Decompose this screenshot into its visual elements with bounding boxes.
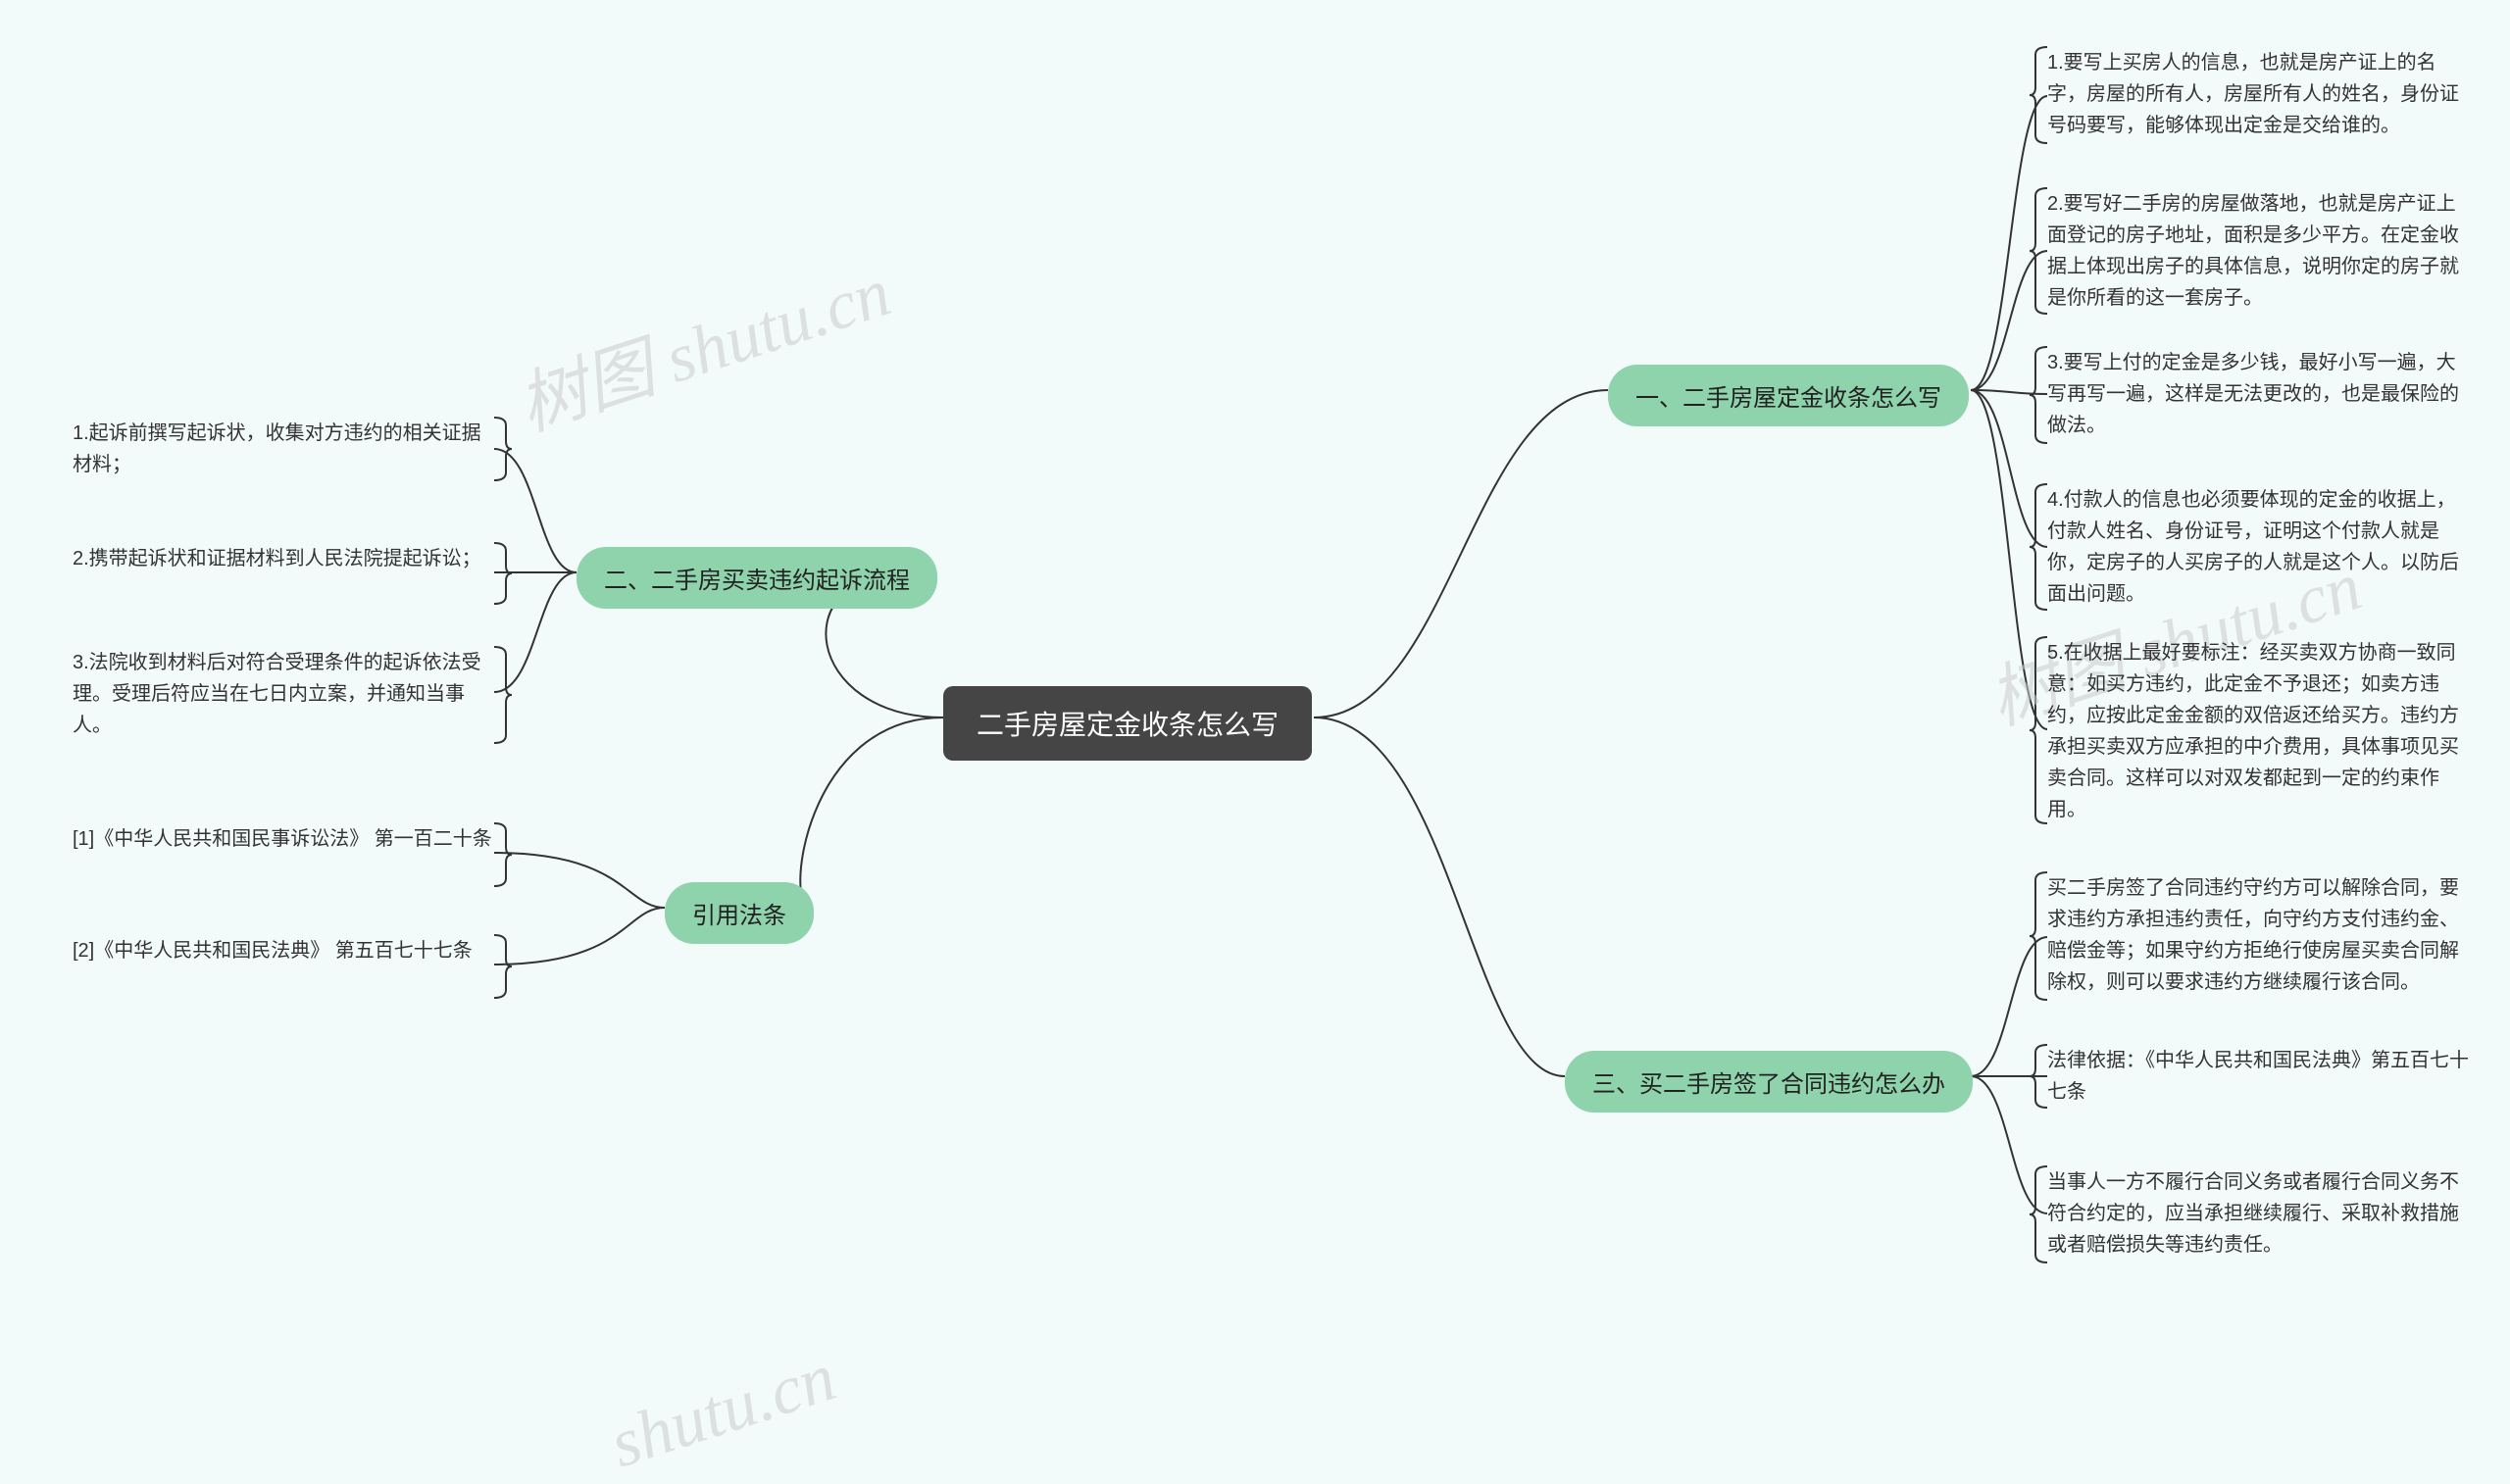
center-node: 二手房屋定金收条怎么写	[943, 686, 1312, 761]
leaf-node: 法律依据：《中华人民共和国民法典》第五百七十七条	[2047, 1045, 2469, 1108]
leaf-bracket	[2030, 872, 2047, 1000]
connector-path	[800, 717, 943, 908]
leaf-node: 4.付款人的信息也必须要体现的定金的收据上，付款人姓名、身份证号，证明这个付款人…	[2047, 484, 2469, 610]
leaf-bracket	[2030, 47, 2047, 143]
branch-node-b1: 一、二手房屋定金收条怎么写	[1608, 365, 1969, 426]
leaf-bracket	[494, 647, 512, 743]
leaf-bracket	[2030, 347, 2047, 443]
connector-path	[1971, 390, 2047, 547]
leaf-node: [1]《中华人民共和国民事诉讼法》 第一百二十条	[73, 823, 494, 855]
connector-path	[494, 449, 577, 572]
connector-path	[1314, 717, 1565, 1076]
connector-path	[1971, 1076, 2047, 1213]
leaf-bracket	[2030, 188, 2047, 314]
leaf-node: 买二手房签了合同违约守约方可以解除合同，要求违约方承担违约责任，向守约方支付违约…	[2047, 872, 2469, 998]
leaf-node: [2]《中华人民共和国民法典》 第五百七十七条	[73, 935, 494, 966]
connector-path	[1971, 96, 2047, 390]
connector-path	[1971, 390, 2047, 729]
connector-path	[494, 572, 577, 692]
leaf-node: 5.在收据上最好要标注：经买卖双方协商一致同意：如买方违约，此定金不予退还；如卖…	[2047, 637, 2469, 825]
leaf-bracket	[494, 935, 512, 998]
branch-node-b4: 引用法条	[665, 882, 814, 944]
watermark: 树图 shutu.cn	[504, 237, 901, 450]
leaf-bracket	[2030, 484, 2047, 610]
branch-node-b3: 三、买二手房签了合同违约怎么办	[1565, 1051, 1973, 1113]
connector-path	[1971, 251, 2047, 390]
connector-path	[494, 853, 665, 908]
leaf-node: 1.要写上买房人的信息，也就是房产证上的名字，房屋的所有人，房屋所有人的姓名，身…	[2047, 47, 2469, 141]
connector-path	[1971, 937, 2047, 1076]
connector-path	[1314, 390, 1608, 717]
leaf-bracket	[494, 823, 512, 886]
watermark: shutu.cn	[601, 1339, 844, 1484]
leaf-bracket	[494, 418, 512, 480]
leaf-bracket	[2030, 1166, 2047, 1262]
connector-path	[494, 908, 665, 965]
leaf-bracket	[2030, 1045, 2047, 1108]
branch-node-b2: 二、二手房买卖违约起诉流程	[577, 547, 937, 609]
leaf-node: 2.携带起诉状和证据材料到人民法院提起诉讼；	[73, 543, 494, 574]
connector-path	[1971, 390, 2047, 394]
leaf-node: 2.要写好二手房的房屋做落地，也就是房产证上面登记的房子地址，面积是多少平方。在…	[2047, 188, 2469, 314]
leaf-node: 3.法院收到材料后对符合受理条件的起诉依法受理。受理后符应当在七日内立案，并通知…	[73, 647, 494, 741]
leaf-bracket	[494, 543, 512, 604]
leaf-bracket	[2030, 637, 2047, 823]
leaf-node: 当事人一方不履行合同义务或者履行合同义务不符合约定的，应当承担继续履行、采取补救…	[2047, 1166, 2469, 1261]
leaf-node: 3.要写上付的定金是多少钱，最好小写一遍，大写再写一遍，这样是无法更改的，也是最…	[2047, 347, 2469, 441]
leaf-node: 1.起诉前撰写起诉状，收集对方违约的相关证据材料；	[73, 418, 494, 480]
